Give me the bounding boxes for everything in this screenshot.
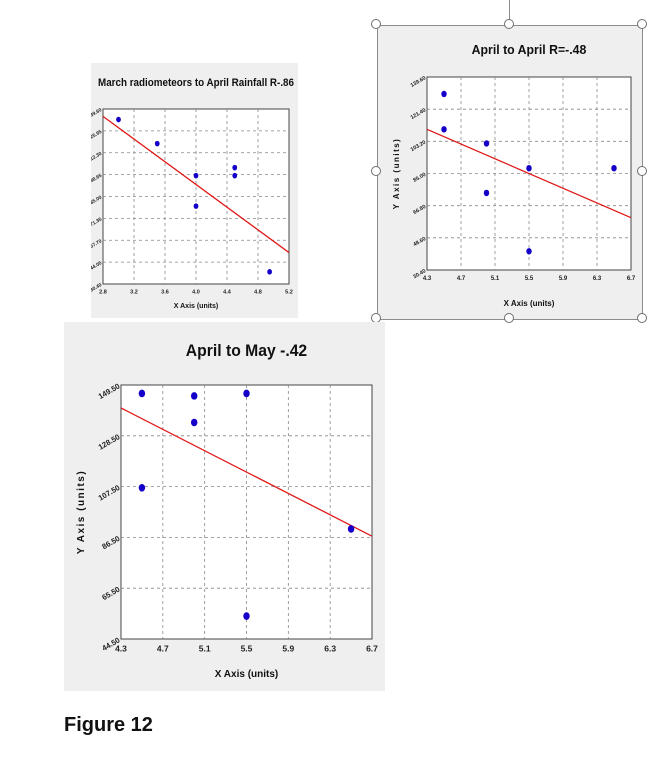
y-tick-label: 139.60: [410, 75, 427, 88]
data-point: [483, 140, 490, 147]
y-tick-label: 71.35: [91, 216, 103, 228]
y-tick-label: 57.70: [91, 238, 103, 250]
resize-handle-bottom[interactable]: [504, 313, 514, 323]
x-tick-label: 5.5: [525, 276, 534, 282]
resize-handle-left[interactable]: [371, 166, 381, 176]
x-tick-label: 6.3: [593, 276, 602, 282]
data-point: [193, 203, 199, 209]
y-tick-label: 107.50: [97, 483, 122, 502]
y-tick-label: 44.05: [91, 260, 103, 272]
data-point: [483, 189, 490, 197]
x-tick-label: 4.7: [157, 644, 169, 654]
data-point: [154, 140, 160, 147]
x-tick-label: 4.8: [254, 290, 262, 296]
trend-line: [121, 407, 372, 537]
chart-panel-april-april[interactable]: April to April R=-.48 4.3 4.7 5.1 5.5 5.9 6.3 6…: [377, 25, 643, 320]
resize-handle-top-left[interactable]: [371, 19, 381, 29]
y-axis-label: Y Axis (units): [392, 138, 401, 210]
x-tick-label: 5.1: [199, 644, 211, 654]
x-tick-label: 5.2: [285, 290, 293, 296]
data-point: [611, 164, 617, 172]
data-point: [190, 392, 198, 400]
data-point: [267, 269, 273, 275]
rotation-handle-stem: [509, 0, 510, 20]
y-tick-label: 125.95: [91, 129, 103, 142]
y-tick-label: 121.40: [410, 108, 427, 121]
x-tick-label: 4.7: [457, 276, 466, 282]
y-tick-label: 139.60: [91, 107, 103, 120]
x-tick-label: 3.6: [161, 290, 169, 296]
x-axis-label: X Axis (units): [504, 299, 555, 308]
x-tick-label: 5.1: [491, 276, 500, 282]
chart-title: April to May -.42: [186, 341, 307, 360]
data-point: [138, 484, 146, 492]
data-point: [347, 525, 355, 533]
y-tick-label: 66.80: [412, 204, 427, 216]
x-tick-label: 5.9: [559, 276, 568, 282]
data-point: [243, 612, 250, 620]
y-tick-label: 85.00: [412, 172, 427, 184]
data-point: [190, 418, 198, 427]
chart-title: March radiometeors to April Rainfall R-.…: [98, 77, 294, 89]
x-tick-label: 4.4: [223, 290, 232, 296]
trend-line: [103, 115, 289, 254]
resize-handle-top[interactable]: [504, 19, 514, 29]
chart-panel-april-may: April to May -.42 4.3 4.7 5.1 5.5 5.9 6.3 6.7 44…: [64, 322, 385, 691]
chart-panel-march-rainfall: March radiometeors to April Rainfall R-.…: [91, 63, 298, 318]
figure-caption: Figure 12: [64, 714, 153, 736]
x-axis-label: X Axis (units): [215, 669, 279, 680]
y-tick-label: 98.65: [91, 173, 103, 185]
x-tick-label: 2.8: [99, 290, 107, 296]
data-point: [526, 164, 532, 172]
x-tick-label: 4.3: [115, 644, 127, 654]
scatter-chart-april-may: April to May -.424.3 4.7 5.1 5.5 5.9 6.3 6.744…: [76, 341, 378, 680]
y-tick-label: 86.50: [100, 534, 121, 551]
x-tick-label: 6.3: [324, 644, 336, 654]
scatter-chart-march-rainfall: March radiometeors to April Rainfall R-.…: [91, 77, 294, 310]
data-point: [232, 172, 238, 179]
resize-handle-right[interactable]: [637, 166, 647, 176]
x-tick-label: 3.2: [130, 290, 138, 296]
data-point: [193, 172, 199, 179]
x-tick-label: 4.0: [192, 290, 200, 296]
x-tick-label: 4.3: [423, 276, 432, 282]
data-point: [243, 389, 250, 398]
x-axis-label: X Axis (units): [174, 303, 218, 310]
data-point: [138, 389, 146, 398]
scatter-chart-april-april: April to April R=-.48 4.3 4.7 5.1 5.5 5.9 6.3 6…: [392, 42, 636, 308]
y-tick-label: 112.30: [91, 151, 103, 164]
x-tick-label: 6.7: [366, 644, 378, 654]
y-tick-label: 30.40: [91, 282, 103, 294]
data-point: [526, 248, 532, 255]
y-tick-label: 85.00: [91, 195, 103, 207]
x-tick-label: 5.5: [241, 644, 253, 654]
y-tick-label: 103.20: [410, 140, 427, 153]
chart-title: April to April R=-.48: [472, 42, 587, 57]
resize-handle-top-right[interactable]: [637, 19, 647, 29]
trend-line: [427, 128, 631, 219]
y-tick-label: 128.50: [97, 432, 122, 451]
y-tick-label: 149.50: [97, 382, 122, 401]
y-axis-label: Y Axis (units): [76, 470, 87, 554]
data-point: [232, 164, 238, 171]
y-tick-label: 48.60: [412, 236, 427, 248]
y-tick-label: 30.40: [412, 268, 427, 280]
x-tick-label: 6.7: [627, 276, 636, 282]
resize-handle-bottom-right[interactable]: [637, 313, 647, 323]
data-point: [116, 116, 121, 123]
x-tick-label: 5.9: [282, 644, 294, 654]
y-tick-label: 65.50: [100, 585, 121, 602]
data-point: [441, 126, 447, 133]
data-point: [441, 90, 447, 98]
